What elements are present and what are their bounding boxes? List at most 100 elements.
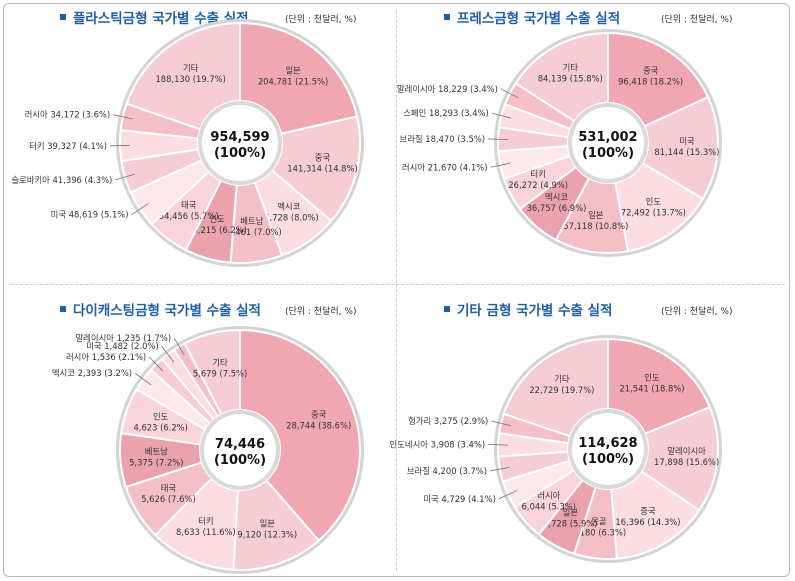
leader-line: [490, 162, 511, 168]
slice-label: 터키: [198, 516, 213, 526]
unit-label: (단위 : 천달러, %): [285, 307, 357, 317]
slice-label: 인도: [209, 214, 225, 224]
slice-label-outside: 스페인 18,293 (3.4%): [403, 108, 489, 118]
slice-label: 기타: [554, 374, 570, 384]
slice-value-label: 76,728 (8.0%): [259, 213, 319, 223]
slice-value-label: 6,728 (5.9%): [543, 518, 597, 528]
center-total-pct: (100%): [582, 146, 634, 161]
slice-value-label: 5,626 (7.6%): [141, 494, 195, 504]
slice-value-label: 6,044 (5.3%): [522, 501, 576, 511]
slice-label-outside: 말레이시아 18,229 (3.4%): [397, 84, 498, 94]
slice-label-outside: 슬로바키아 41,396 (4.3%): [11, 175, 112, 185]
slice-label: 태국: [181, 200, 197, 210]
slice-label: 일본: [285, 66, 301, 76]
center-total-pct: (100%): [214, 453, 266, 468]
title-bullet-icon: [60, 306, 66, 312]
center-total-pct: (100%): [582, 452, 634, 467]
leader-line: [148, 356, 164, 372]
title-bullet-icon: [60, 14, 66, 20]
center-total-value: 954,599: [210, 130, 269, 145]
unit-label: (단위 : 천달러, %): [661, 307, 733, 317]
slice-value-label: 36,757 (6.9%): [527, 203, 587, 213]
slice-label-outside: 말레이시아 1,235 (1.7%): [75, 333, 171, 343]
slice-value-label: 22,729 (19.7%): [529, 385, 594, 395]
slice-label: 일본: [563, 507, 579, 517]
slice-label-outside: 헝가리 3,275 (2.9%): [408, 416, 488, 426]
panel-other-mold: 기타 금형 국가별 수출 실적 (단위 : 천달러, %) 인도 21,541 (…: [389, 292, 794, 580]
slice-label-outside: 멕시코 2,393 (3.2%): [52, 368, 132, 378]
title-bullet-icon: [444, 14, 450, 20]
pie-slice-인도: [607, 337, 712, 436]
slice-label: 태국: [161, 483, 177, 493]
slice-value-label: 16,396 (14.3%): [615, 517, 680, 527]
chart-title: 플라스틱금형 국가별 수출 실적: [60, 7, 249, 27]
slice-label: 일본: [588, 210, 604, 220]
unit-label: (단위 : 천달러, %): [285, 15, 357, 25]
outer-frame: [3, 3, 790, 577]
slice-label: 몽골: [591, 516, 607, 526]
leader-line: [161, 345, 175, 363]
center-total-value: 74,446: [215, 437, 265, 452]
chart-title: 다이캐스팅금형 국가별 수출 실적: [60, 299, 261, 319]
donut-center: [572, 107, 644, 179]
slice-value-label: 66,461 (7.0%): [222, 227, 282, 237]
slice-value-label: 72,492 (13.7%): [621, 208, 686, 218]
slice-value-label: 204,781 (21.5%): [258, 77, 328, 87]
panel-plastic-mold: 플라스틱금형 국가별 수출 실적 (단위 : 천달러, %) 일본 204,781…: [0, 0, 396, 288]
slice-label: 말레이시아: [667, 446, 706, 456]
title-bullet-icon: [444, 306, 450, 312]
center-total-pct: (100%): [214, 146, 266, 161]
slice-label: 일본: [260, 518, 276, 528]
slice-value-label: 4,623 (6.2%): [133, 422, 187, 432]
slice-label: 기타: [563, 63, 579, 73]
pie-slice-중국: [607, 31, 710, 128]
leader-line: [491, 112, 512, 119]
slice-label: 베트남: [145, 446, 168, 456]
leader-line: [498, 490, 518, 500]
slice-label: 인도: [644, 372, 660, 382]
slice-value-label: 54,456 (5.7%): [159, 211, 219, 221]
slice-value-label: 141,314 (14.8%): [287, 163, 357, 173]
slice-label: 멕시코: [277, 202, 300, 212]
slice-value-label: 57,118 (10.8%): [563, 221, 628, 231]
slice-label-outside: 러시아 21,670 (4.1%): [402, 162, 488, 172]
donut-center: [202, 105, 278, 181]
slice-label-outside: 미국 1,482 (2.0%): [86, 341, 159, 351]
leader-line: [115, 173, 135, 181]
slice-label: 멕시코: [545, 192, 568, 202]
slice-value-label: 8,633 (11.6%): [176, 527, 236, 537]
slice-label: 베트남: [240, 216, 263, 226]
donut-center: [572, 413, 644, 485]
slice-label: 중국: [640, 506, 656, 516]
leader-line: [134, 372, 152, 386]
slice-label-outside: 브라질 18,470 (3.5%): [400, 134, 486, 144]
slice-label-outside: 브라질 4,200 (3.7%): [407, 466, 487, 476]
slice-value-label: 96,418 (18.2%): [618, 77, 683, 87]
chart-title-text: 프레스금형 국가별 수출 실적: [457, 11, 621, 27]
slice-value-label: 21,541 (18.8%): [619, 383, 684, 393]
slice-value-label: 5,679 (7.5%): [193, 368, 247, 378]
slice-label-outside: 인도네시아 3,908 (3.4%): [389, 439, 485, 449]
leader-line: [131, 203, 149, 215]
vertical-divider: [396, 10, 397, 571]
chart-title-text: 플라스틱금형 국가별 수출 실적: [73, 11, 249, 27]
chart-title-text: 기타 금형 국가별 수출 실적: [457, 303, 613, 319]
slice-label: 중국: [315, 152, 331, 162]
panel-press-mold: 프레스금형 국가별 수출 실적 (단위 : 천달러, %) 중국 96,418 (…: [397, 0, 794, 288]
slice-value-label: 188,130 (19.7%): [155, 74, 225, 84]
slice-value-label: 59,215 (6.2%): [187, 225, 247, 235]
unit-label: (단위 : 천달러, %): [661, 15, 733, 25]
slice-label: 기타: [212, 357, 228, 367]
slice-value-label: 84,139 (15.8%): [538, 74, 603, 84]
slice-value-label: 26,272 (4.9%): [508, 180, 568, 190]
slice-value-label: 9,120 (12.3%): [237, 529, 297, 539]
center-total-value: 114,628: [578, 436, 637, 451]
leader-line: [488, 444, 509, 446]
slice-value-label: 5,375 (7.2%): [129, 457, 183, 467]
slice-label: 러시아: [537, 490, 560, 500]
leader-line: [491, 420, 511, 427]
chart-title: 프레스금형 국가별 수출 실적: [444, 7, 620, 27]
